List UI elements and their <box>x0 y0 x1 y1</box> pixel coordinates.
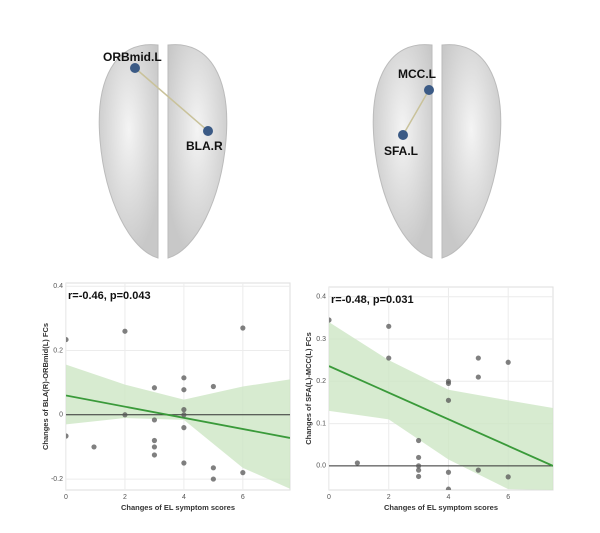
point <box>445 469 452 475</box>
x-tick-label: 6 <box>506 494 510 501</box>
y-tick-label: 0.4 <box>316 294 326 301</box>
point <box>354 460 360 466</box>
point <box>445 380 452 387</box>
node-label: BLA.R <box>186 139 223 153</box>
x-tick-label: 4 <box>182 494 186 501</box>
point <box>151 452 158 458</box>
y-tick-label: 0.0 <box>316 463 326 470</box>
y-tick-label: 0.2 <box>316 378 326 385</box>
point <box>181 375 187 381</box>
point <box>505 474 511 480</box>
point <box>386 355 392 361</box>
point <box>151 437 158 444</box>
point <box>416 454 422 461</box>
point <box>181 412 187 418</box>
confidence-band <box>66 364 290 489</box>
point <box>445 486 452 490</box>
y-tick-label: -0.2 <box>51 476 63 483</box>
point <box>122 412 128 418</box>
point <box>181 425 187 431</box>
plot-area <box>66 283 290 490</box>
y-axis-label: Changes of SFA(L)-MCC(L) FCs <box>304 332 313 445</box>
fit-line <box>66 394 290 439</box>
point <box>416 467 422 473</box>
x-tick-label: 2 <box>123 494 127 501</box>
x-axis-label: Changes of EL symptom scores <box>121 503 235 512</box>
point <box>505 359 511 365</box>
brain-left: ORBmid.L BLA.R <box>98 44 228 259</box>
y-tick-label: 0.2 <box>53 347 63 354</box>
y-tick-label: 0.4 <box>53 283 63 290</box>
node-label: SFA.L <box>384 144 418 158</box>
point <box>210 476 216 482</box>
point <box>181 460 187 466</box>
annotation: r=-0.48, p=0.031 <box>331 294 414 306</box>
point <box>91 444 97 450</box>
point <box>151 385 158 391</box>
point <box>475 355 481 361</box>
y-axis-label: Changes of BLA(R)-ORBmid(L) FCs <box>41 323 50 450</box>
point <box>181 407 187 413</box>
fit-line <box>329 365 553 467</box>
confidence-band <box>329 322 553 490</box>
point <box>329 317 332 323</box>
point <box>151 444 158 450</box>
point <box>416 437 422 444</box>
point <box>240 325 246 331</box>
point <box>240 470 246 476</box>
x-tick-label: 0 <box>64 494 68 501</box>
y-tick-label: 0.1 <box>316 420 326 427</box>
node-label: ORBmid.L <box>103 50 162 64</box>
y-tick-label: 0 <box>59 412 63 419</box>
point <box>210 383 216 390</box>
x-tick-label: 2 <box>387 494 391 501</box>
point <box>66 433 69 439</box>
point <box>445 397 452 403</box>
point <box>181 387 187 393</box>
x-tick-label: 6 <box>241 494 245 501</box>
brain-right: MCC.L SFA.L <box>372 44 502 259</box>
point <box>151 417 158 423</box>
point <box>122 328 128 334</box>
x-tick-label: 4 <box>447 494 451 501</box>
x-tick-label: 0 <box>327 494 331 501</box>
point <box>416 473 422 480</box>
point <box>66 336 69 343</box>
point <box>386 323 392 329</box>
x-axis-label: Changes of EL symptom scores <box>384 503 498 512</box>
point <box>475 467 481 473</box>
point <box>475 374 481 380</box>
plot-area <box>329 287 553 490</box>
y-tick-label: 0.3 <box>316 336 326 343</box>
annotation: r=-0.46, p=0.043 <box>68 290 151 302</box>
point <box>416 463 422 469</box>
point <box>210 465 216 471</box>
node-label: MCC.L <box>398 67 436 81</box>
